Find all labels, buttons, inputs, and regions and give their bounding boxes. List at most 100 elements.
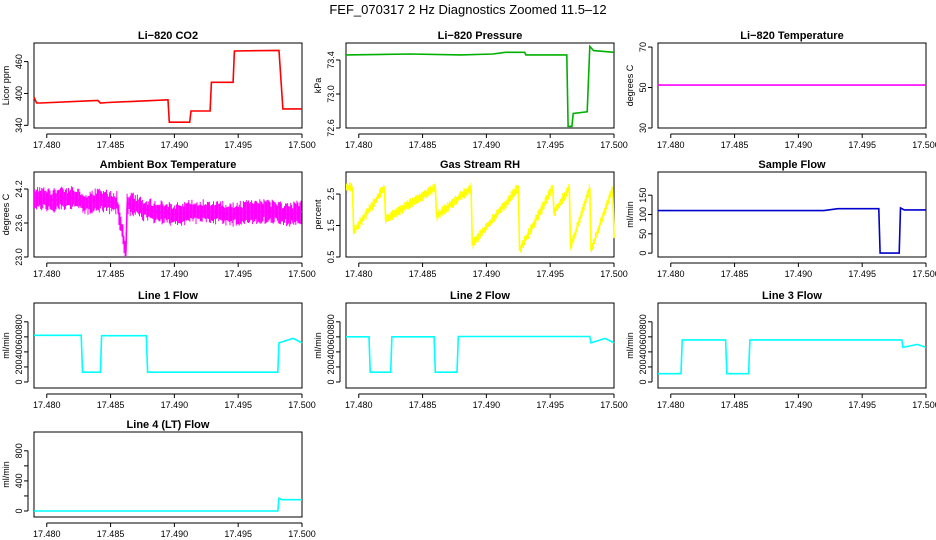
x-tick-label: 17.480 — [345, 269, 373, 279]
y-tick-label: 2.5 — [326, 188, 336, 201]
y-tick-label: 0 — [14, 379, 24, 384]
series-line — [345, 44, 615, 128]
x-axis: 17.480 17.485 17.490 17.495 17.500 — [345, 133, 628, 150]
x-axis: 17.480 17.485 17.490 17.495 17.500 — [657, 133, 936, 150]
plot-frame — [33, 42, 303, 129]
y-axis: 340 400 460 — [14, 54, 29, 133]
chart-panel-4: Ambient Box Temperature 17.480 17.485 17.49… — [1, 159, 316, 279]
y-tick-label: 23.0 — [14, 248, 24, 266]
series-line — [33, 49, 302, 123]
x-tick-label: 17.495 — [224, 269, 252, 279]
x-axis: 17.480 17.485 17.490 17.495 17.500 — [33, 393, 316, 410]
x-tick-label: 17.480 — [657, 400, 685, 410]
y-axis: 72.6 73.0 73.4 — [326, 51, 341, 137]
x-tick-label: 17.495 — [848, 269, 876, 279]
x-tick-label: 17.490 — [161, 400, 189, 410]
chart-panel-9: Line 3 Flow 17.480 17.485 17.490 17.495 17.50… — [625, 290, 936, 410]
panel-title: Gas Stream RH — [440, 159, 520, 171]
y-tick-label: 400 — [326, 344, 336, 359]
x-tick-label: 17.485 — [409, 140, 437, 150]
y-tick-label: 73.0 — [326, 85, 336, 103]
plot-frame — [345, 302, 615, 389]
x-tick-label: 17.500 — [600, 400, 628, 410]
x-axis: 17.480 17.485 17.490 17.495 17.500 — [345, 262, 628, 279]
plot-frame — [657, 302, 927, 389]
x-axis: 17.480 17.485 17.490 17.495 17.500 — [33, 262, 316, 279]
x-tick-label: 17.480 — [657, 269, 685, 279]
panel-title: Line 1 Flow — [138, 290, 198, 302]
y-tick-label: 800 — [326, 314, 336, 329]
y-axis: 30 50 70 — [638, 42, 653, 133]
x-tick-label: 17.495 — [224, 529, 252, 539]
y-axis-label: ml/min — [1, 332, 11, 359]
y-tick-label: 800 — [14, 314, 24, 329]
y-axis: 0 50 100 150 — [638, 188, 653, 256]
x-tick-label: 17.500 — [912, 269, 936, 279]
y-tick-label: 0 — [326, 379, 336, 384]
plot-frame — [33, 431, 303, 518]
x-axis: 17.480 17.485 17.490 17.495 17.500 — [33, 133, 316, 150]
x-tick-label: 17.490 — [161, 529, 189, 539]
series-line — [658, 206, 926, 254]
chart-panel-8: Line 2 Flow 17.480 17.485 17.490 17.495 17.50… — [313, 290, 628, 410]
x-axis: 17.480 17.485 17.490 17.495 17.500 — [33, 522, 316, 539]
y-axis: 0.5 1.5 2.5 — [326, 188, 341, 264]
y-tick-label: 1.5 — [326, 219, 336, 232]
y-tick-label: 70 — [638, 42, 648, 52]
y-tick-label: 0.5 — [326, 251, 336, 264]
panel-title: Li−820 Pressure — [438, 30, 523, 42]
x-tick-label: 17.490 — [473, 140, 501, 150]
chart-panel-10: Line 4 (LT) Flow 17.480 17.485 17.490 17.495… — [1, 419, 316, 539]
x-tick-label: 17.500 — [600, 140, 628, 150]
y-axis-label: degrees C — [1, 193, 11, 235]
chart-panel-6: Sample Flow 17.480 17.485 17.490 17.495 17.50… — [625, 159, 936, 279]
y-tick-label: 24.2 — [14, 180, 24, 198]
x-tick-label: 17.485 — [97, 269, 125, 279]
x-tick-label: 17.500 — [288, 269, 316, 279]
x-tick-label: 17.500 — [288, 400, 316, 410]
y-tick-label: 200 — [14, 359, 24, 374]
chart-panel-5: Gas Stream RH 17.480 17.485 17.490 17.495 17.… — [313, 159, 628, 279]
y-tick-label: 0 — [638, 251, 648, 256]
plot-frame — [33, 171, 303, 258]
y-tick-label: 72.6 — [326, 119, 336, 137]
panel-title: Li−820 Temperature — [740, 30, 843, 42]
x-tick-label: 17.495 — [536, 140, 564, 150]
x-axis: 17.480 17.485 17.490 17.495 17.500 — [657, 393, 936, 410]
x-tick-label: 17.485 — [409, 400, 437, 410]
y-tick-label: 150 — [638, 188, 648, 203]
series-line — [346, 335, 615, 374]
x-tick-label: 17.490 — [785, 140, 813, 150]
x-tick-label: 17.485 — [97, 140, 125, 150]
x-tick-label: 17.495 — [536, 269, 564, 279]
y-axis-label: percent — [313, 199, 323, 230]
x-axis: 17.480 17.485 17.490 17.495 17.500 — [345, 393, 628, 410]
y-axis: 23.0 23.6 24.2 — [14, 180, 29, 266]
y-axis-label: degrees C — [625, 64, 635, 106]
x-tick-label: 17.490 — [161, 269, 189, 279]
y-axis-label: kPa — [313, 78, 323, 94]
x-tick-label: 17.480 — [33, 400, 61, 410]
plot-frame — [657, 171, 927, 258]
x-tick-label: 17.490 — [785, 400, 813, 410]
y-tick-label: 800 — [638, 314, 648, 329]
x-tick-label: 17.500 — [912, 140, 936, 150]
y-tick-label: 600 — [14, 329, 24, 344]
x-tick-label: 17.500 — [288, 529, 316, 539]
x-tick-label: 17.485 — [721, 140, 749, 150]
x-tick-label: 17.500 — [288, 140, 316, 150]
y-tick-label: 200 — [638, 359, 648, 374]
x-tick-label: 17.490 — [785, 269, 813, 279]
chart-panel-1: Li−820 CO2 17.480 17.485 17.490 17.495 17.500… — [1, 30, 316, 150]
y-tick-label: 200 — [326, 359, 336, 374]
x-tick-label: 17.485 — [721, 400, 749, 410]
series-line — [658, 339, 927, 375]
x-tick-label: 17.480 — [33, 269, 61, 279]
y-tick-label: 340 — [14, 118, 24, 133]
y-tick-label: 400 — [638, 344, 648, 359]
